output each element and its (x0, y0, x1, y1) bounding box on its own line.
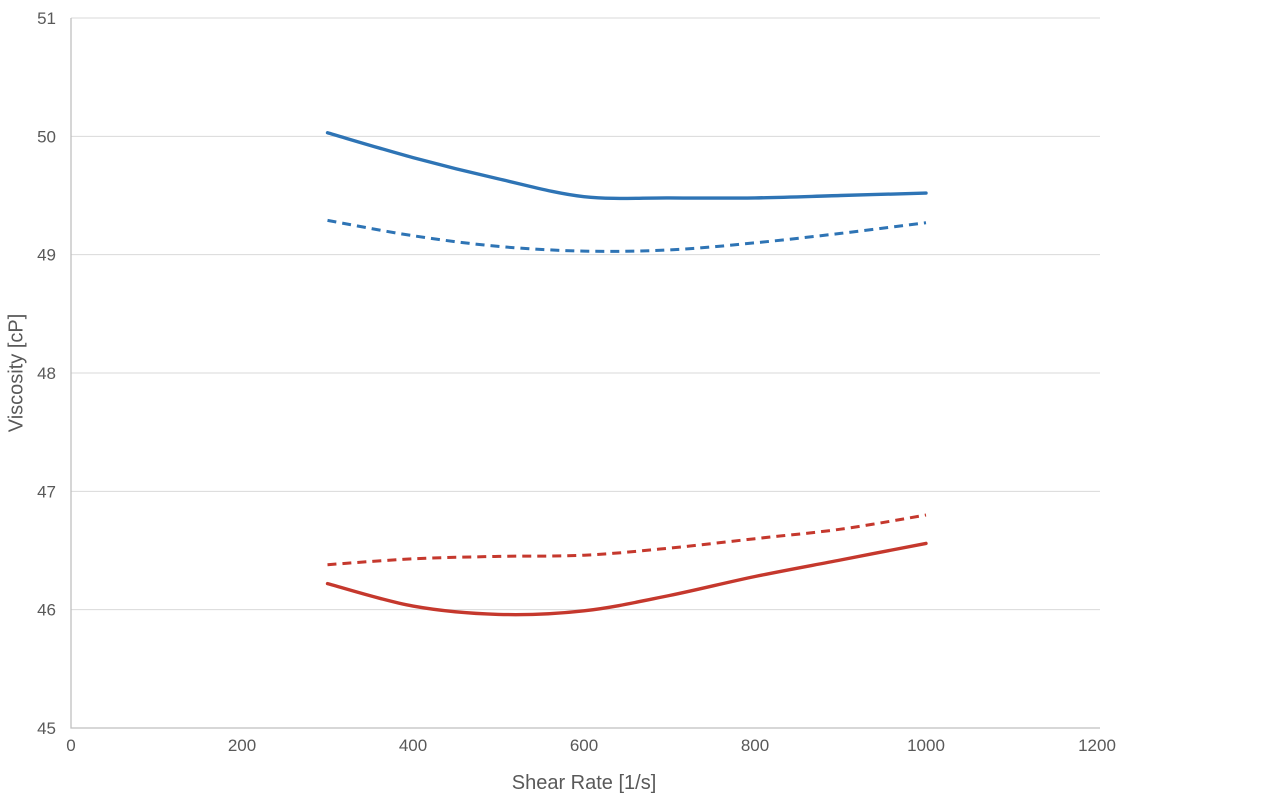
y-tick-label-46: 46 (37, 601, 56, 620)
x-tick-label-1000: 1000 (907, 736, 945, 755)
y-tick-label-49: 49 (37, 246, 56, 265)
x-tick-label-0: 0 (66, 736, 75, 755)
x-tick-label-400: 400 (399, 736, 427, 755)
series-red-dashed-line (327, 513, 927, 567)
x-tick-label-600: 600 (570, 736, 598, 755)
series-blue-solid-line (325, 131, 928, 201)
series-blue-dashed-line (327, 218, 927, 253)
y-tick-label-50: 50 (37, 127, 56, 146)
x-tick-label-800: 800 (741, 736, 769, 755)
y-tick-label-51: 51 (37, 9, 56, 28)
axis-lines (70, 18, 1100, 729)
y-tick-label-48: 48 (37, 364, 56, 383)
y-tick-label-47: 47 (37, 482, 56, 501)
x-tick-label-1200: 1200 (1078, 736, 1116, 755)
y-axis-title: Viscosity [cP] (5, 313, 28, 433)
x-axis-title: Shear Rate [1/s] (511, 772, 657, 794)
x-tick-label-200: 200 (228, 736, 256, 755)
y-tick-label-45: 45 (37, 719, 56, 738)
series-red-solid-line (325, 541, 928, 617)
